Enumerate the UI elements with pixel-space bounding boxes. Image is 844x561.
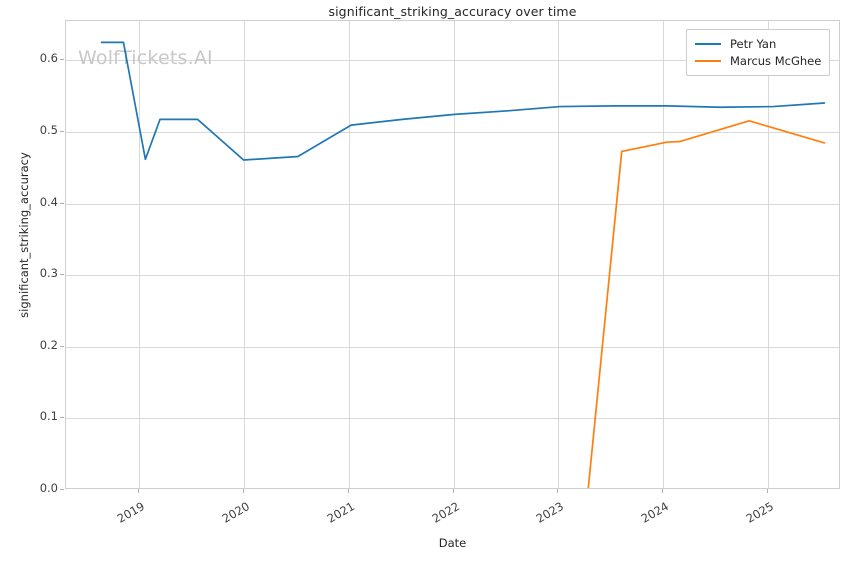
y-axis-tick-label: 0.2 xyxy=(39,337,58,352)
gridline-horizontal xyxy=(66,131,839,133)
legend-color-swatch xyxy=(695,42,721,45)
y-axis-tick-mark xyxy=(60,202,64,204)
series-layer xyxy=(66,21,839,488)
y-axis-label-holder: significant_striking_accuracy xyxy=(0,0,31,318)
y-axis-tick-mark xyxy=(60,130,64,132)
y-axis-tick-label: 0.0 xyxy=(39,481,58,495)
x-axis-tick-mark xyxy=(557,489,559,493)
y-axis-tick-label: 0.5 xyxy=(39,122,58,137)
gridline-vertical xyxy=(139,21,141,488)
gridline-vertical xyxy=(348,21,350,488)
x-axis-label: Date xyxy=(438,536,467,550)
x-axis-tick-label: 2025 xyxy=(743,499,776,526)
y-axis-tick-marks xyxy=(0,20,65,490)
x-axis-tick-mark xyxy=(347,489,349,493)
chart-title: significant_striking_accuracy over time xyxy=(328,4,577,19)
chart-legend[interactable]: Petr Yan Marcus McGhee xyxy=(686,29,831,76)
y-axis-tick-label: 0.6 xyxy=(39,51,58,66)
x-axis-tick-mark xyxy=(766,489,768,493)
y-axis-tick-mark xyxy=(60,417,64,419)
x-axis-tick-mark xyxy=(243,489,245,493)
y-axis-tick-label: 0.4 xyxy=(39,194,58,209)
plot-area: WolfTickets.AI xyxy=(65,20,840,489)
gridline-horizontal xyxy=(66,346,839,348)
legend-item[interactable]: Marcus McGhee xyxy=(695,52,821,69)
gridline-horizontal xyxy=(66,418,839,420)
gridline-horizontal xyxy=(66,203,839,205)
x-axis-tick-label: 2020 xyxy=(219,499,253,526)
x-axis-tick-label: 2021 xyxy=(324,499,357,526)
gridline-horizontal xyxy=(66,60,839,62)
y-axis-tick-label: 0.3 xyxy=(39,266,58,281)
series-line xyxy=(588,121,824,488)
y-axis-tick-labels: 0.0 0.1 0.2 0.3 0.4 0.5 0.6 xyxy=(0,20,58,495)
x-axis-tick-mark xyxy=(138,489,140,493)
gridline-vertical xyxy=(453,21,455,488)
legend-label: Petr Yan xyxy=(730,36,777,51)
x-axis-tick-mark xyxy=(452,489,454,493)
y-axis-tick-mark xyxy=(60,59,64,61)
y-axis-label: significant_striking_accuracy xyxy=(17,152,31,318)
legend-item[interactable]: Petr Yan xyxy=(695,35,821,52)
x-axis-tick-mark xyxy=(661,489,663,493)
gridline-horizontal xyxy=(66,275,839,277)
y-axis-tick-label: 0.1 xyxy=(39,409,58,424)
gridline-vertical xyxy=(558,21,560,488)
x-axis-tick-label: 2023 xyxy=(533,499,567,526)
x-axis-tick-label: 2022 xyxy=(429,499,462,526)
x-axis-ticks: 2019 2020 2021 2022 2023 2024 2025 xyxy=(0,489,844,539)
x-axis-tick-label: 2024 xyxy=(638,499,671,526)
gridline-vertical xyxy=(767,21,769,488)
series-line xyxy=(102,42,825,160)
watermark-text: WolfTickets.AI xyxy=(78,47,213,69)
y-axis-tick-mark xyxy=(60,274,64,276)
y-axis-tick-mark xyxy=(60,345,64,347)
y-axis-tick-mark xyxy=(60,489,64,490)
gridline-vertical xyxy=(662,21,664,488)
gridline-vertical xyxy=(244,21,246,488)
x-axis-tick-label: 2019 xyxy=(114,499,148,526)
legend-label: Marcus McGhee xyxy=(730,53,822,68)
legend-color-swatch xyxy=(695,59,721,62)
